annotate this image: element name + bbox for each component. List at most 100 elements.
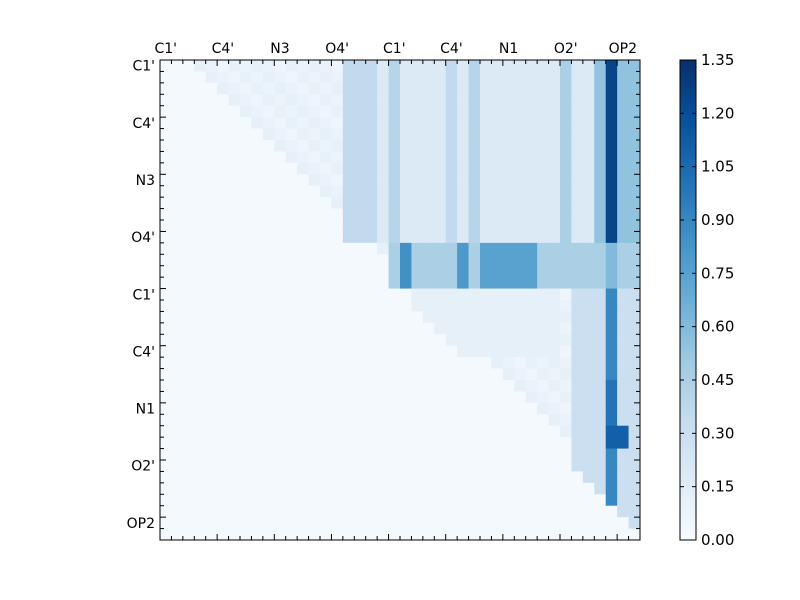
heatmap-cell	[377, 357, 389, 369]
heatmap-cell	[502, 162, 515, 175]
heatmap-cell	[331, 334, 344, 347]
heatmap-cell	[297, 505, 309, 518]
heatmap-cell	[285, 448, 298, 461]
heatmap-cell	[320, 277, 332, 289]
heatmap-cell	[411, 105, 424, 118]
heatmap-cell	[491, 277, 504, 289]
heatmap-cell	[537, 460, 549, 472]
heatmap-cell	[571, 128, 584, 141]
heatmap-cell	[331, 414, 344, 427]
heatmap-cell	[445, 414, 458, 427]
heatmap-cell	[217, 505, 229, 518]
heatmap-cell	[468, 254, 481, 267]
heatmap-cell	[548, 254, 561, 267]
heatmap-cell	[525, 162, 538, 175]
heatmap-cell	[445, 128, 458, 141]
heatmap-cell	[525, 60, 538, 72]
heatmap-cell	[308, 368, 321, 381]
heatmap-cell	[240, 517, 252, 529]
heatmap-cell	[251, 197, 264, 209]
heatmap-cell	[160, 197, 172, 209]
heatmap-cell	[194, 357, 207, 369]
heatmap-cell	[605, 391, 618, 404]
heatmap-cell	[445, 277, 458, 289]
heatmap-cell	[468, 460, 481, 472]
heatmap-cell	[228, 231, 241, 244]
heatmap-cell	[468, 345, 481, 358]
heatmap-cell	[468, 322, 481, 335]
heatmap-cell	[171, 174, 184, 187]
heatmap-cell	[240, 254, 252, 267]
heatmap-cell	[262, 265, 275, 278]
heatmap-cell	[605, 265, 618, 278]
heatmap-cell	[445, 265, 458, 278]
heatmap-cell	[468, 414, 481, 427]
heatmap-cell	[182, 322, 195, 335]
heatmap-cell	[217, 185, 229, 198]
heatmap-cell	[365, 288, 378, 301]
heatmap-cell	[571, 288, 584, 301]
heatmap-cell	[514, 460, 527, 472]
heatmap-cell	[320, 185, 332, 198]
heatmap-cell	[411, 220, 424, 232]
heatmap-cell	[514, 105, 527, 118]
heatmap-cell	[297, 368, 309, 381]
heatmap-cell	[217, 471, 229, 484]
heatmap-cell	[354, 460, 367, 472]
heatmap-cell	[411, 60, 424, 72]
heatmap-cell	[262, 517, 275, 529]
heatmap-cell	[205, 334, 218, 347]
heatmap-cell	[240, 94, 252, 107]
heatmap-cell	[297, 288, 309, 301]
heatmap-cell	[457, 288, 469, 301]
heatmap-cell	[320, 357, 332, 369]
heatmap-cell	[217, 277, 229, 289]
heatmap-cell	[365, 197, 378, 209]
heatmap-cell	[228, 174, 241, 187]
heatmap-cell	[594, 220, 607, 232]
heatmap-cell	[491, 334, 504, 347]
heatmap-cell	[320, 265, 332, 278]
heatmap-cell	[525, 128, 538, 141]
heatmap-cell	[171, 128, 184, 141]
heatmap-cell	[365, 368, 378, 381]
heatmap-cell	[331, 322, 344, 335]
heatmap-cell	[628, 402, 641, 415]
heatmap-cell	[400, 437, 412, 449]
heatmap-cell	[525, 425, 538, 438]
heatmap-cell	[445, 60, 458, 72]
heatmap-cell	[422, 437, 435, 449]
heatmap-cell	[308, 162, 321, 175]
heatmap-cell	[240, 345, 252, 358]
heatmap-cell	[251, 94, 264, 107]
heatmap-cell	[457, 368, 469, 381]
heatmap-cell	[160, 482, 172, 495]
heatmap-cell	[354, 494, 367, 507]
heatmap-cell	[388, 357, 401, 369]
heatmap-cell	[354, 277, 367, 289]
heatmap-cell	[262, 151, 275, 164]
heatmap-cell	[285, 197, 298, 209]
heatmap-cell	[468, 482, 481, 495]
heatmap-cell	[171, 151, 184, 164]
heatmap-cell	[205, 277, 218, 289]
heatmap-cell	[297, 231, 309, 244]
heatmap-cell	[422, 448, 435, 461]
heatmap-cell	[502, 528, 515, 541]
heatmap-cell	[468, 334, 481, 347]
heatmap-cell	[548, 334, 561, 347]
heatmap-cell	[605, 288, 618, 301]
heatmap-cell	[594, 357, 607, 369]
heatmap-cell	[422, 140, 435, 152]
x-tick-label: C4'	[212, 41, 235, 57]
heatmap-cell	[491, 174, 504, 187]
heatmap-cell	[525, 105, 538, 118]
heatmap-cell	[594, 197, 607, 209]
heatmap-cell	[628, 380, 641, 392]
heatmap-cell	[605, 254, 618, 267]
heatmap-cell	[411, 368, 424, 381]
heatmap-cell	[491, 482, 504, 495]
heatmap-cell	[411, 174, 424, 187]
heatmap-cell	[594, 334, 607, 347]
heatmap-cell	[560, 345, 572, 358]
